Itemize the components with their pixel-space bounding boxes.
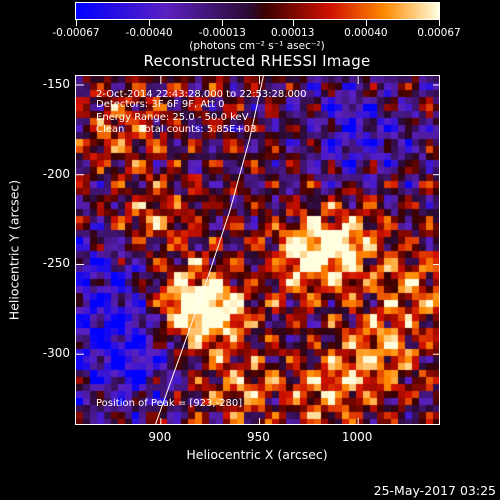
- time-range-label: 2-Oct-2014 22:43:28.000 to 22:53:28.000: [96, 89, 307, 100]
- clean-counts-label: Clean Total counts: 5.85E+03: [96, 124, 257, 135]
- heatmap-image: [76, 76, 439, 424]
- x-tick-label: 950: [247, 430, 270, 444]
- colorbar-tick: [365, 20, 367, 26]
- peak-position-label: Position of Peak = [923,-280]: [96, 398, 243, 409]
- colorbar-tick: [222, 20, 224, 26]
- colorbar-tick-label: 0.00013: [270, 27, 315, 39]
- colorbar: [75, 2, 440, 20]
- energy-range-label: Energy Range: 25.0 - 50.0 keV: [96, 112, 249, 123]
- x-axis-label: Heliocentric X (arcsec): [186, 447, 328, 462]
- chart-title: Reconstructed RHESSI Image: [143, 52, 371, 70]
- x-tick-label: 1000: [341, 430, 373, 444]
- colorbar-tick-label: -0.00067: [52, 27, 100, 39]
- footer-timestamp: 25-May-2017 03:25: [373, 483, 496, 498]
- colorbar-tick-label: -0.00013: [198, 27, 246, 39]
- y-tick-label: -250: [42, 256, 70, 271]
- x-tick-label: 900: [148, 430, 172, 444]
- plot-overlay: [76, 76, 439, 424]
- y-tick-label: -200: [42, 166, 70, 181]
- colorbar-tick-label: -0.00040: [125, 27, 173, 39]
- plot-area: 2-Oct-2014 22:43:28.000 to 22:53:28.000 …: [75, 75, 440, 425]
- colorbar-units: (photons cm⁻² s⁻¹ asec⁻²): [189, 40, 325, 52]
- colorbar-tick: [149, 20, 151, 26]
- colorbar-tick: [439, 20, 440, 26]
- y-tick-label: -150: [42, 76, 70, 91]
- detectors-label: Detectors: 3F 6F 9F, Att 0: [96, 99, 225, 110]
- colorbar-tick-label: 0.00067: [417, 27, 461, 39]
- colorbar-tick-label: 0.00040: [344, 27, 388, 39]
- solar-limb-line: [155, 76, 264, 424]
- colorbar-tick: [76, 20, 77, 26]
- colorbar-tick: [292, 20, 294, 26]
- y-tick-label: -300: [42, 346, 70, 361]
- y-axis-label: Heliocentric Y (arcsec): [6, 179, 22, 321]
